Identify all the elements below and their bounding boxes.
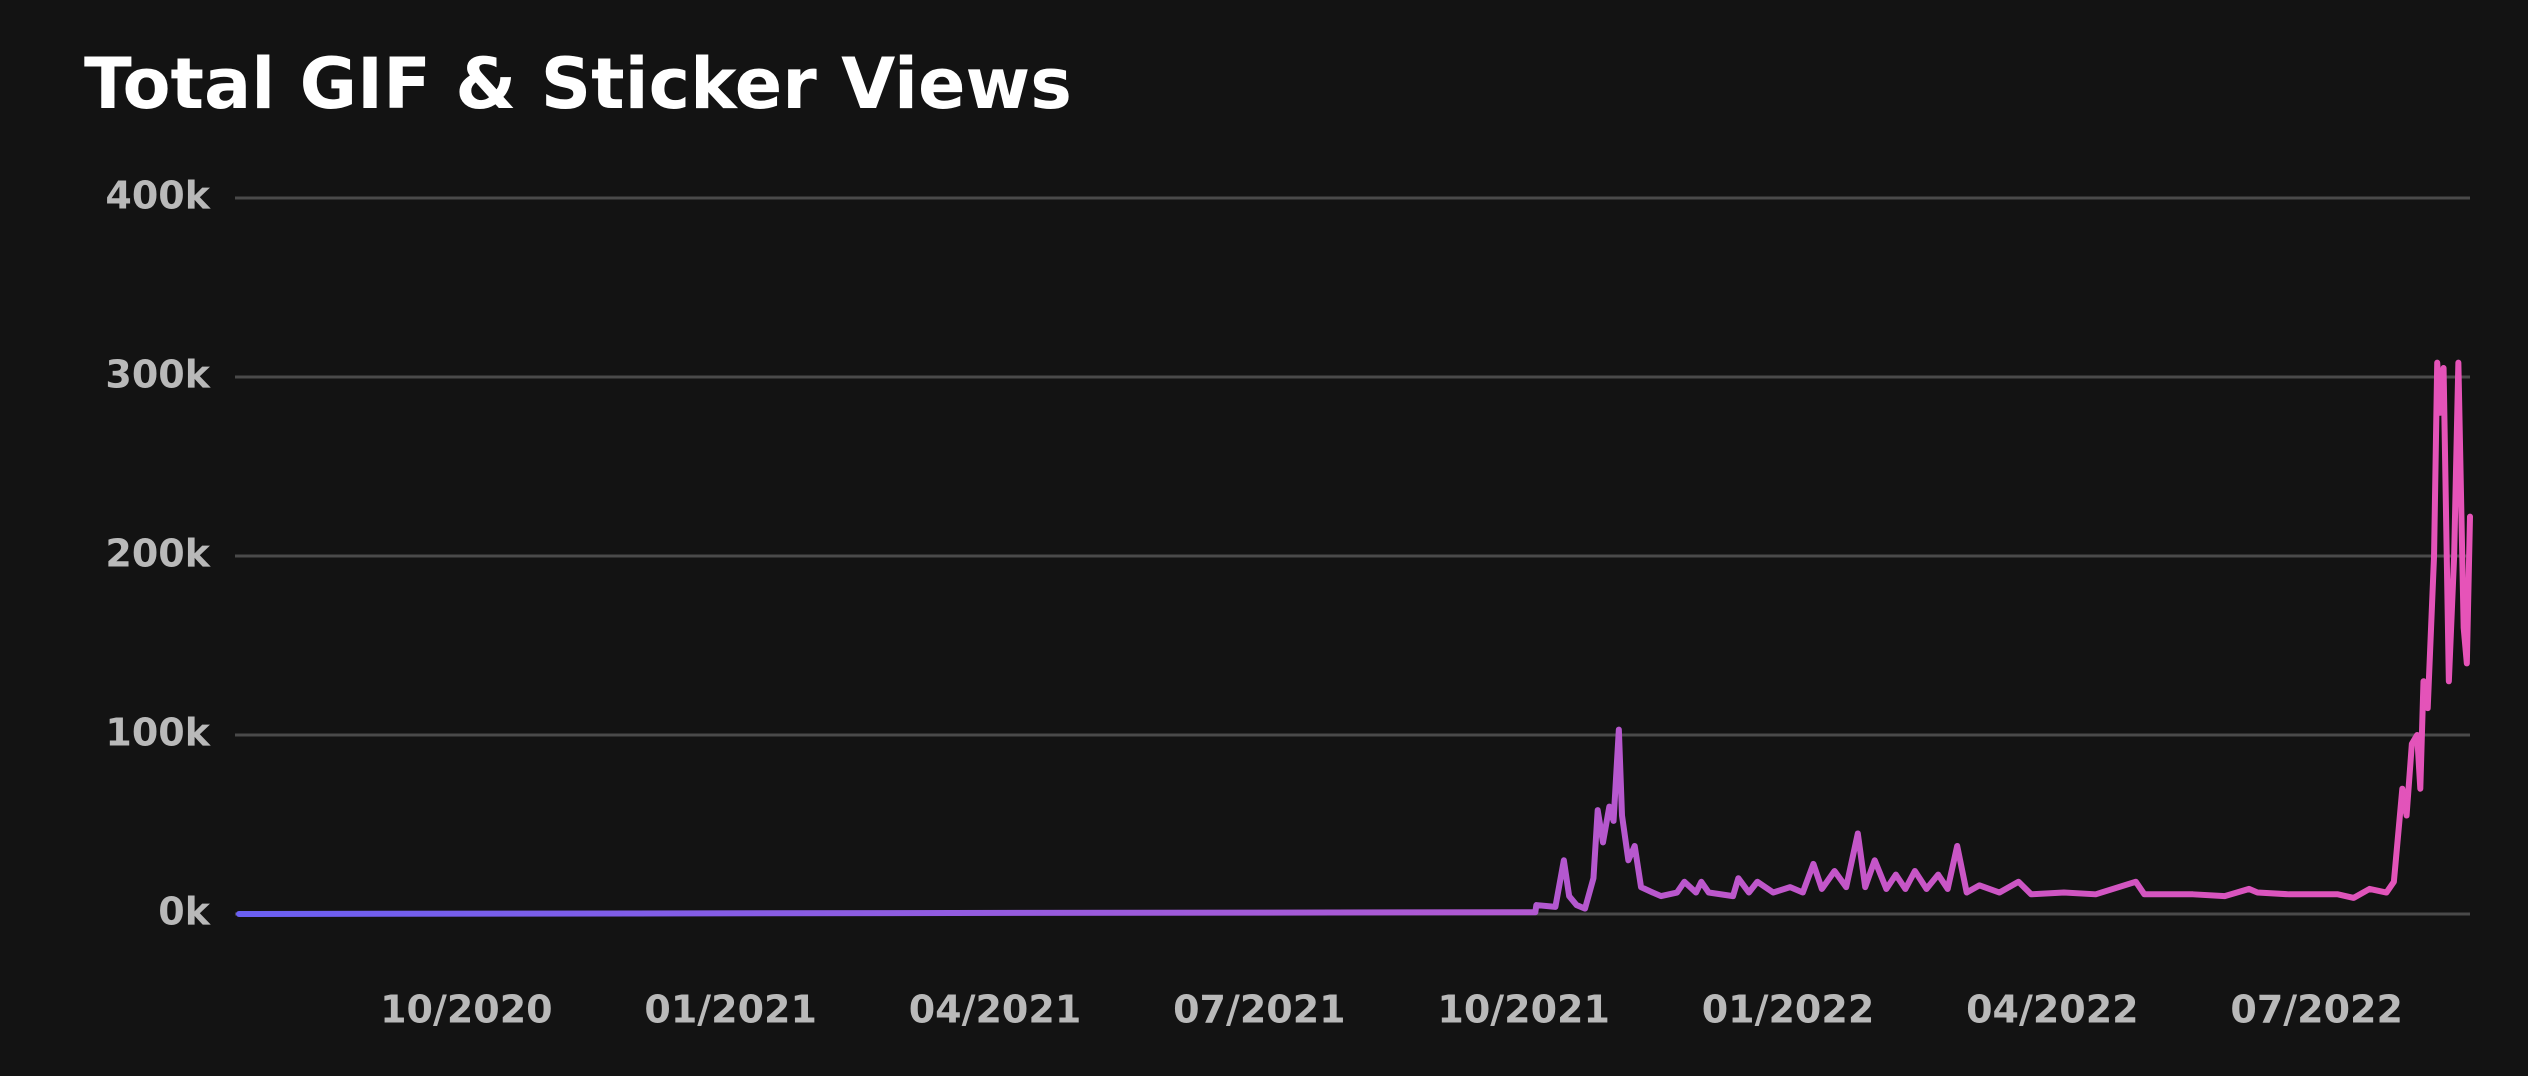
- x-tick-label: 07/2022: [2230, 988, 2403, 1032]
- x-tick-label: 01/2022: [1702, 988, 1875, 1032]
- x-tick-label: 04/2021: [909, 988, 1082, 1032]
- chart-title: Total GIF & Sticker Views: [84, 43, 1072, 125]
- x-tick-label: 01/2021: [644, 988, 817, 1032]
- x-tick-label: 04/2022: [1966, 988, 2139, 1032]
- x-tick-label: 07/2021: [1173, 988, 1346, 1032]
- x-tick-label: 10/2021: [1437, 988, 1610, 1032]
- y-tick-label: 200k: [105, 532, 210, 576]
- y-tick-label: 300k: [105, 353, 210, 397]
- y-tick-label: 0k: [158, 890, 210, 934]
- y-tick-label: 100k: [105, 711, 210, 755]
- x-tick-label: 10/2020: [380, 988, 553, 1032]
- data-line: [236, 359, 2473, 917]
- y-tick-label: 400k: [105, 174, 210, 218]
